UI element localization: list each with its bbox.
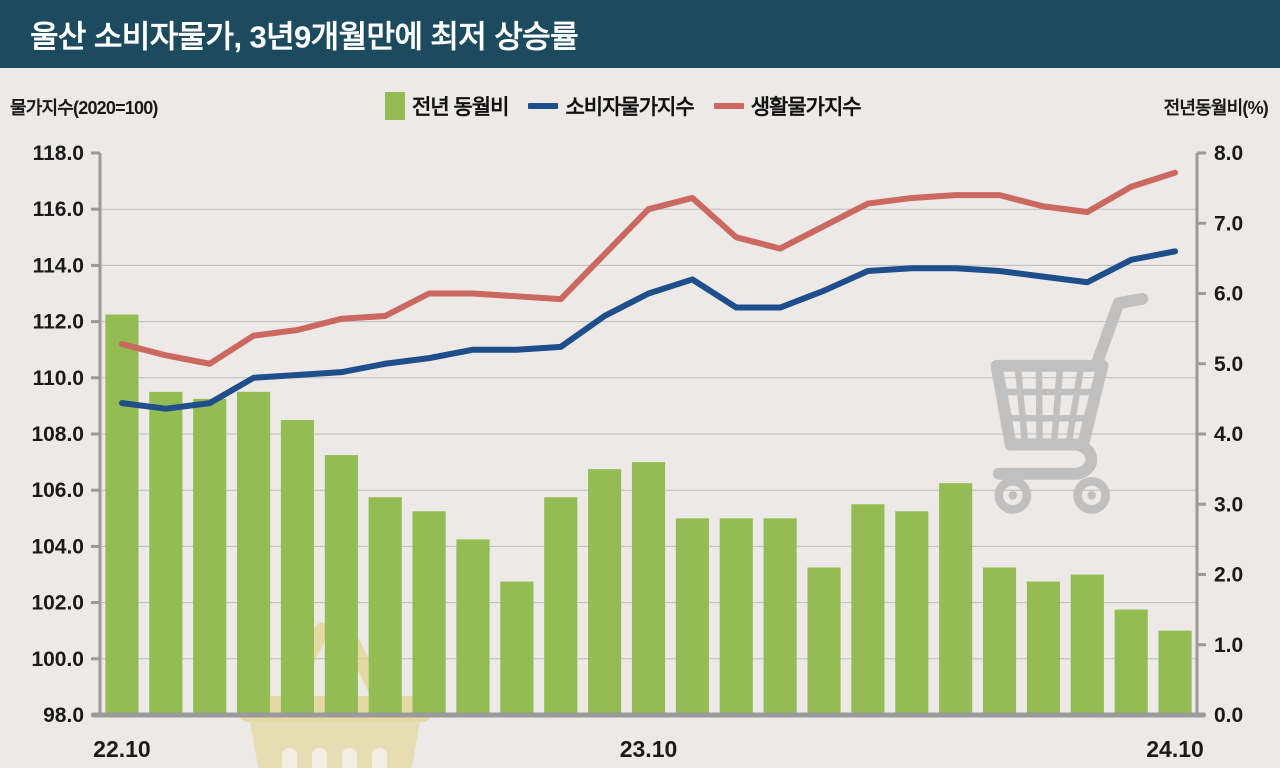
y-axis-tick-label: 102.0 <box>31 592 84 615</box>
y-axis-tick-label: 100.0 <box>31 648 84 671</box>
bar <box>675 518 709 715</box>
y-axis-tick-label: 108.0 <box>31 423 84 446</box>
legend-item-cpi: 소비자물가지수 <box>528 91 695 121</box>
bar <box>149 391 183 715</box>
bar <box>631 462 666 715</box>
legend-swatch-bar-icon <box>385 92 405 120</box>
line-series-path <box>118 169 1179 367</box>
bar <box>500 581 534 715</box>
chart-legend: 전년 동월비 소비자물가지수 생활물가지수 <box>385 90 862 122</box>
bar <box>939 483 973 715</box>
legend-label-living: 생활물가지수 <box>750 96 862 119</box>
y2-axis-tick-label: 6.0 <box>1214 283 1243 306</box>
bar <box>895 511 929 715</box>
y-axis-tick-label: 114.0 <box>33 254 84 277</box>
legend-swatch-line-cpi-icon <box>528 103 559 109</box>
y2-axis-tick-label: 8.0 <box>1214 142 1243 165</box>
y-axis-tick-label: 110.0 <box>33 367 84 390</box>
y-axis-tick-label: 98.0 <box>43 704 84 727</box>
legend-item-living: 생활물가지수 <box>713 91 862 121</box>
bar <box>851 504 885 715</box>
bar <box>237 391 271 715</box>
bar <box>719 518 753 715</box>
cart-watermark-layer <box>990 292 1149 514</box>
y2-axis-tick-label: 1.0 <box>1214 634 1243 657</box>
legend-item-bar: 전년 동월비 <box>385 91 509 121</box>
right-axis-caption: 전년동월비(%) <box>1163 98 1269 118</box>
bar <box>105 314 139 715</box>
bar <box>412 511 446 715</box>
bar <box>544 497 578 715</box>
y-axis-tick-label: 104.0 <box>31 535 84 558</box>
y-axis-tick-label: 106.0 <box>31 479 84 502</box>
axes <box>91 151 1206 718</box>
y2-axis-tick-label: 4.0 <box>1214 423 1243 446</box>
bar-series <box>105 314 1192 715</box>
chart-svg: 118.0 116.0 114.0 112.0 110.0 108.0 106.0 104.0… <box>31 142 1243 768</box>
bar <box>324 455 358 715</box>
y-axis-tick-label: 112.0 <box>33 311 84 334</box>
bar <box>1158 630 1192 715</box>
bar <box>1114 609 1148 715</box>
bar <box>807 567 841 715</box>
bar <box>280 419 315 715</box>
y2-axis-tick-label: 2.0 <box>1214 564 1243 587</box>
legend-label-cpi: 소비자물가지수 <box>565 96 694 119</box>
x-axis-tick-label: 24.10 <box>1146 736 1204 762</box>
legend-label-bar: 전년 동월비 <box>412 96 509 119</box>
shopping-cart-watermark <box>990 292 1149 514</box>
x-axis-tick-label: 23.10 <box>620 736 678 762</box>
axis-tick-labels: 118.0 116.0 114.0 112.0 110.0 108.0 106.0 104.0… <box>31 142 1243 762</box>
title-bar: 울산 소비자물가, 3년9개월만에 최저 상승률 <box>0 0 1280 68</box>
y2-axis-tick-label: 3.0 <box>1214 493 1243 516</box>
legend-swatch-line-living-icon <box>713 103 744 109</box>
y2-axis-tick-label: 0.0 <box>1214 704 1243 727</box>
bar <box>588 469 622 715</box>
bar <box>193 398 227 715</box>
bar <box>982 567 1017 715</box>
bar <box>1026 581 1060 715</box>
y-axis-tick-label: 116.0 <box>33 198 84 221</box>
x-axis-tick-label: 22.10 <box>93 736 151 762</box>
y2-axis-tick-label: 7.0 <box>1214 212 1243 235</box>
page-title: 울산 소비자물가, 3년9개월만에 최저 상승률 <box>30 19 579 55</box>
bar <box>1070 574 1104 715</box>
line-series <box>118 169 1179 412</box>
y2-axis-tick-label: 5.0 <box>1214 353 1243 376</box>
y-axis-tick-label: 118.0 <box>33 142 84 165</box>
line-series-path <box>118 248 1179 412</box>
left-axis-caption: 물가지수(2020=100) <box>10 98 158 118</box>
bar <box>368 497 402 715</box>
bar <box>763 518 797 715</box>
chart-plot-area: 118.0 116.0 114.0 112.0 110.0 108.0 106.0 104.0… <box>0 140 1280 768</box>
bar <box>456 539 490 715</box>
